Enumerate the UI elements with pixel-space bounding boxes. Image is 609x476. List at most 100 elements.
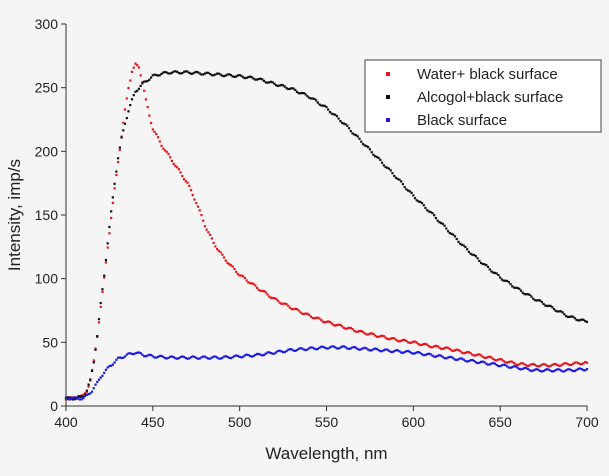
data-point bbox=[492, 271, 495, 274]
data-point bbox=[471, 358, 474, 362]
data-point bbox=[89, 378, 92, 381]
data-point bbox=[156, 355, 160, 358]
data-point bbox=[559, 369, 563, 372]
data-point bbox=[165, 150, 168, 153]
data-point bbox=[240, 74, 243, 77]
data-point bbox=[106, 246, 109, 249]
data-point bbox=[408, 350, 411, 353]
data-point bbox=[242, 76, 245, 79]
data-point bbox=[193, 198, 196, 201]
data-point bbox=[415, 341, 418, 344]
data-point bbox=[84, 394, 87, 398]
data-point bbox=[139, 84, 142, 88]
data-point bbox=[155, 133, 158, 136]
data-point bbox=[257, 288, 260, 291]
data-point bbox=[561, 311, 564, 314]
data-point bbox=[500, 278, 504, 281]
data-point bbox=[391, 350, 394, 354]
data-point bbox=[332, 323, 335, 327]
data-point bbox=[413, 340, 417, 343]
data-point bbox=[177, 168, 180, 171]
data-point bbox=[207, 357, 210, 360]
data-point bbox=[427, 210, 431, 213]
data-point bbox=[580, 318, 583, 321]
data-point bbox=[347, 127, 351, 130]
data-point bbox=[299, 347, 302, 350]
data-point bbox=[384, 165, 387, 169]
data-point bbox=[415, 351, 418, 354]
data-point bbox=[311, 346, 314, 349]
data-point bbox=[511, 365, 514, 369]
data-point bbox=[547, 365, 550, 368]
data-point bbox=[332, 345, 335, 348]
data-point bbox=[533, 368, 536, 371]
data-point bbox=[407, 341, 410, 344]
data-point bbox=[106, 366, 109, 369]
data-point bbox=[568, 368, 571, 371]
data-point bbox=[565, 369, 568, 372]
data-point bbox=[162, 71, 165, 74]
data-point bbox=[219, 251, 222, 254]
data-point bbox=[450, 349, 453, 352]
data-point bbox=[585, 367, 589, 371]
data-point bbox=[292, 349, 295, 352]
data-point bbox=[545, 304, 549, 308]
data-point bbox=[473, 354, 476, 357]
data-point bbox=[229, 357, 233, 360]
data-point bbox=[297, 347, 300, 350]
data-point bbox=[328, 346, 332, 349]
data-point bbox=[486, 355, 490, 359]
data-point bbox=[351, 328, 354, 331]
data-point bbox=[217, 249, 220, 252]
data-point bbox=[438, 221, 441, 224]
data-point bbox=[304, 93, 307, 96]
data-point bbox=[184, 356, 187, 360]
data-point bbox=[318, 317, 321, 320]
data-point bbox=[127, 352, 130, 355]
data-point bbox=[314, 99, 318, 102]
data-point bbox=[181, 71, 184, 75]
data-point bbox=[228, 356, 231, 359]
data-point bbox=[210, 237, 213, 240]
data-point bbox=[176, 70, 179, 73]
data-point bbox=[252, 282, 255, 286]
data-point bbox=[488, 268, 491, 271]
data-point bbox=[321, 320, 325, 323]
data-point bbox=[532, 297, 535, 300]
data-point bbox=[99, 305, 102, 309]
data-point bbox=[506, 361, 509, 364]
series-3-points bbox=[64, 345, 589, 401]
data-point bbox=[368, 349, 372, 352]
data-point bbox=[519, 368, 523, 371]
data-point bbox=[585, 361, 589, 364]
data-point bbox=[448, 231, 451, 235]
data-point bbox=[360, 329, 363, 333]
data-point bbox=[318, 346, 321, 349]
data-point bbox=[485, 356, 488, 359]
data-point bbox=[188, 71, 191, 75]
data-point bbox=[342, 345, 345, 348]
data-point bbox=[302, 92, 306, 95]
data-point bbox=[144, 355, 147, 358]
data-point bbox=[287, 304, 290, 307]
data-point bbox=[174, 164, 177, 167]
data-point bbox=[379, 335, 382, 338]
data-point bbox=[327, 347, 330, 350]
data-point bbox=[389, 350, 392, 353]
data-point bbox=[372, 332, 375, 336]
data-point bbox=[186, 181, 189, 184]
data-point bbox=[476, 361, 479, 365]
data-point bbox=[191, 355, 194, 358]
data-point bbox=[104, 368, 108, 371]
data-point bbox=[167, 152, 170, 156]
data-point bbox=[547, 368, 550, 371]
data-point bbox=[337, 323, 340, 326]
data-point bbox=[174, 70, 177, 73]
data-point bbox=[523, 292, 526, 296]
data-point bbox=[483, 356, 486, 359]
data-point bbox=[413, 197, 417, 200]
data-point bbox=[474, 354, 477, 357]
data-point bbox=[354, 330, 358, 333]
legend-marker bbox=[386, 95, 390, 99]
data-point bbox=[259, 353, 262, 356]
